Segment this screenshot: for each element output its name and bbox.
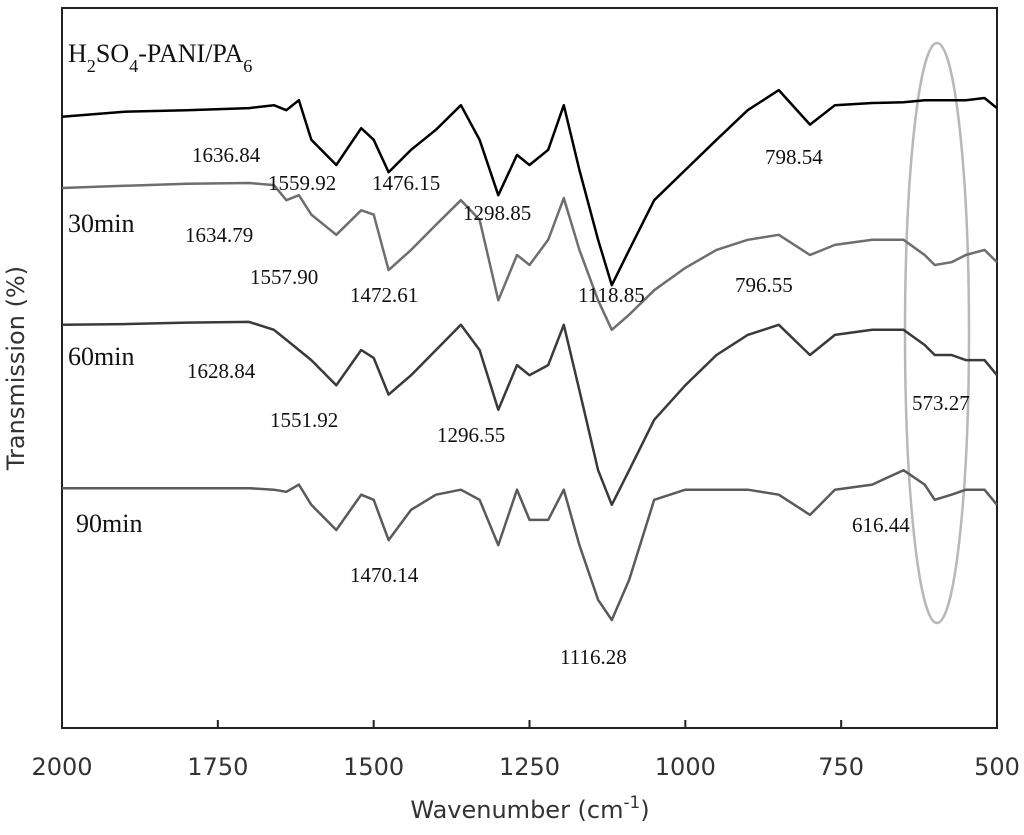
x-tick-label: 500: [974, 753, 1020, 781]
peak-label: 1634.79: [185, 223, 253, 247]
series-label: 30min: [68, 209, 134, 238]
peak-label: 1628.84: [187, 359, 256, 383]
x-tick-label: 2000: [31, 753, 92, 781]
series-label: 60min: [68, 342, 134, 371]
peak-label: 1557.90: [250, 265, 318, 289]
x-axis-label: Wavenumber (cm-1): [410, 792, 649, 824]
x-tick-label: 1000: [655, 753, 716, 781]
peak-label: 1559.92: [268, 171, 336, 195]
spectrum-line: [61, 320, 998, 507]
series-label: 90min: [76, 509, 142, 538]
x-tick-label: 1500: [343, 753, 404, 781]
spectrum-line: [62, 468, 998, 622]
series-label: H2SO4-PANI/PA6: [68, 39, 252, 76]
peak-label: 1118.85: [578, 283, 645, 307]
peak-label: 798.54: [765, 145, 823, 169]
peak-label: 1296.55: [437, 423, 505, 447]
x-tick-label: 1250: [499, 753, 560, 781]
highlight-ellipse: [903, 41, 971, 625]
peak-label: 1116.28: [560, 645, 627, 669]
peak-label: 1298.85: [463, 201, 531, 225]
x-tick-label: 1750: [187, 753, 248, 781]
peak-label: 1472.61: [350, 283, 418, 307]
y-axis-label: Transmission (%): [2, 266, 30, 471]
peak-label: 1551.92: [270, 408, 338, 432]
peak-label: 1636.84: [192, 143, 261, 167]
peak-label: 1476.15: [372, 171, 440, 195]
peak-label: 1470.14: [350, 563, 419, 587]
spectrum-line: [61, 181, 998, 332]
peak-label: 796.55: [735, 273, 793, 297]
peak-label: 573.27: [912, 391, 970, 415]
x-tick-label: 750: [818, 753, 864, 781]
peak-label: 616.44: [852, 513, 910, 537]
spectrum-line: [61, 88, 998, 287]
